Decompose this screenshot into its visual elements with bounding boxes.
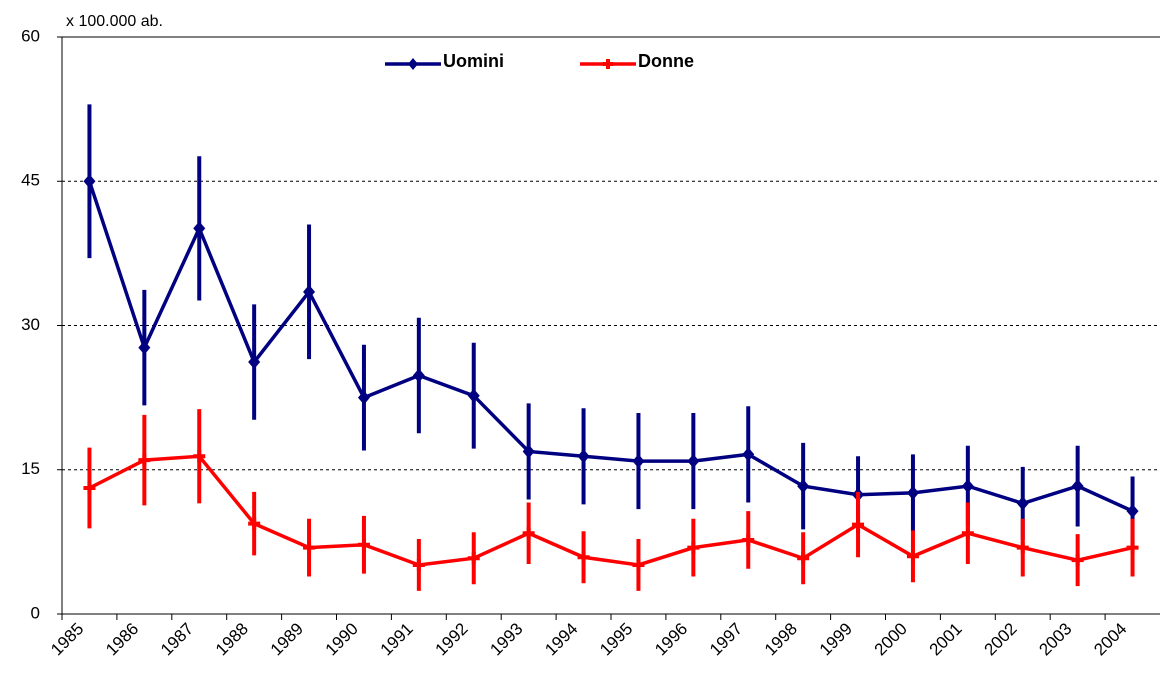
series-line [87, 180, 1134, 513]
y-tick-label: 30 [21, 315, 40, 334]
marker [961, 527, 974, 540]
y-tick-label: 0 [31, 603, 40, 622]
marker [303, 284, 316, 299]
marker [522, 527, 535, 540]
x-tick-label: 1986 [102, 619, 142, 659]
marker [83, 174, 96, 189]
marker [797, 479, 810, 494]
marker [357, 538, 370, 551]
marker [632, 558, 645, 571]
x-tick-label: 1997 [706, 619, 746, 659]
marker [742, 533, 755, 546]
y-tick-label: 45 [21, 171, 40, 190]
marker [248, 355, 261, 370]
x-tick-label: 2001 [926, 619, 966, 659]
marker [193, 221, 206, 236]
marker [1126, 504, 1139, 519]
marker [852, 518, 865, 531]
marker [632, 454, 645, 469]
x-tick-label: 1999 [816, 619, 856, 659]
marker [83, 482, 96, 495]
x-tick-label: 1985 [47, 619, 87, 659]
x-tick-label: 2003 [1035, 619, 1075, 659]
x-tick-label: 1995 [596, 619, 636, 659]
x-tick-label: 1996 [651, 619, 691, 659]
legend-marker [603, 59, 613, 69]
marker [467, 552, 480, 565]
marker [1016, 541, 1029, 554]
x-tick-label: 1987 [157, 619, 197, 659]
marker [1016, 496, 1029, 511]
legend-label: Uomini [443, 51, 504, 71]
marker [248, 517, 261, 530]
marker [303, 541, 316, 554]
marker [687, 541, 700, 554]
x-tick-label: 1994 [541, 619, 581, 659]
x-tick-label: 1988 [212, 619, 252, 659]
marker [797, 552, 810, 565]
series-line [88, 454, 1133, 567]
y-axis-label: x 100.000 ab. [66, 13, 163, 30]
legend-label: Donne [638, 51, 694, 71]
y-tick-label: 60 [21, 26, 40, 45]
x-tick-label: 1992 [431, 619, 471, 659]
marker [906, 550, 919, 563]
x-tick-label: 2000 [871, 619, 911, 659]
marker [357, 390, 370, 405]
x-tick-label: 1989 [267, 619, 307, 659]
marker [522, 444, 535, 459]
marker [687, 454, 700, 469]
x-tick-label: 2004 [1090, 619, 1130, 659]
marker [961, 479, 974, 494]
marker [1071, 554, 1084, 567]
x-tick-label: 1998 [761, 619, 801, 659]
marker [577, 449, 590, 464]
marker [1071, 479, 1084, 494]
x-tick-label: 1990 [322, 619, 362, 659]
marker [742, 447, 755, 462]
marker [906, 485, 919, 500]
marker [412, 558, 425, 571]
marker [1126, 541, 1139, 554]
marker [577, 551, 590, 564]
marker [193, 450, 206, 463]
marker [138, 340, 151, 355]
marker [138, 454, 151, 467]
y-tick-label: 15 [21, 459, 40, 478]
x-tick-label: 1991 [377, 619, 417, 659]
marker [412, 368, 425, 383]
legend-marker [408, 58, 418, 70]
marker [467, 388, 480, 403]
x-tick-label: 1993 [486, 619, 526, 659]
x-tick-label: 2002 [980, 619, 1020, 659]
